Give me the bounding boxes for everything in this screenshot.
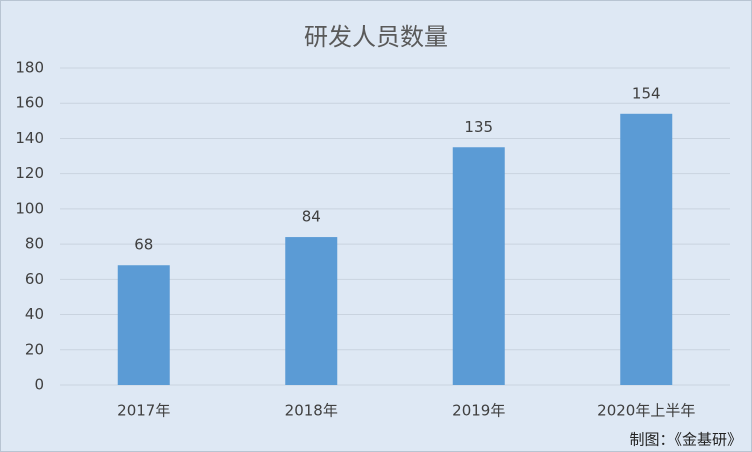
data-label: 84 (302, 208, 321, 226)
chart-title: 研发人员数量 (304, 23, 448, 51)
y-tick-label: 20 (25, 340, 44, 358)
y-tick-label: 180 (15, 59, 44, 77)
bar (117, 265, 170, 385)
bar (285, 237, 338, 385)
y-tick-label: 140 (15, 129, 44, 147)
y-tick-label: 0 (34, 376, 44, 394)
y-tick-label: 100 (15, 199, 44, 217)
y-tick-label: 160 (15, 94, 44, 112)
data-label: 135 (464, 118, 493, 136)
data-label: 154 (632, 84, 661, 102)
x-tick-label: 2019年 (452, 402, 505, 420)
y-tick-label: 120 (15, 164, 44, 182)
y-tick-label: 80 (25, 235, 44, 253)
bar (452, 147, 505, 385)
y-tick-label: 40 (25, 305, 44, 323)
x-tick-label: 2020年上半年 (597, 402, 695, 420)
x-tick-label: 2017年 (117, 402, 170, 420)
x-tick-label: 2018年 (285, 402, 338, 420)
source-note: 制图：《金基研》 (629, 431, 742, 449)
data-label: 68 (134, 236, 153, 254)
y-tick-label: 60 (25, 270, 44, 288)
bar (620, 113, 673, 386)
